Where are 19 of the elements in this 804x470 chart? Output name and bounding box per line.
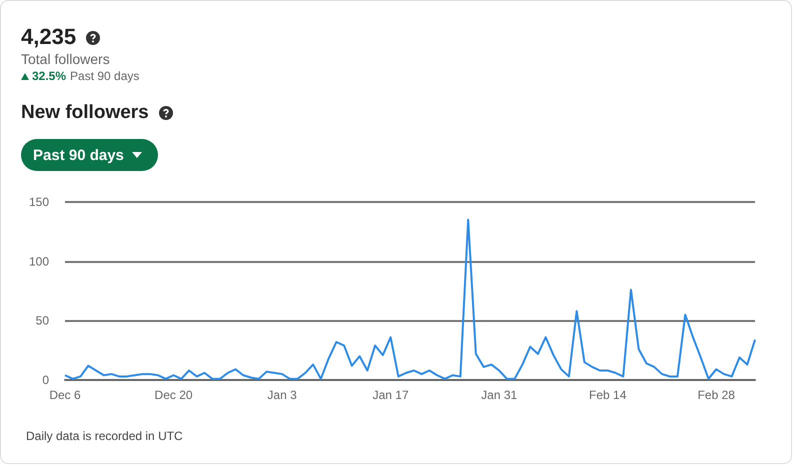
x-tick-label: Dec 6 <box>49 388 81 402</box>
y-tick-label: 100 <box>28 254 50 268</box>
line-series <box>64 218 756 380</box>
y-tick-label: 0 <box>42 373 50 387</box>
x-tick-label: Feb 14 <box>589 388 627 402</box>
y-tick-label: 150 <box>28 195 50 209</box>
text: 32.5% <box>32 69 66 83</box>
text: Past 90 days <box>70 69 140 83</box>
x-tick-label: Jan 3 <box>267 388 298 402</box>
text: Daily data is recorded in UTC <box>26 429 183 443</box>
text: Total followers <box>21 51 110 67</box>
x-tick-label: Jan 17 <box>372 388 409 402</box>
x-tick-label: Dec 20 <box>154 388 193 402</box>
text: 4,235 <box>21 24 78 50</box>
dropdown-button: Past 90 days <box>21 139 158 171</box>
x-tick-label: Feb 28 <box>698 388 736 402</box>
chart-title: New followers <box>21 102 150 124</box>
x-tick-label: Jan 31 <box>481 388 518 402</box>
y-tick-label: 50 <box>36 314 50 328</box>
